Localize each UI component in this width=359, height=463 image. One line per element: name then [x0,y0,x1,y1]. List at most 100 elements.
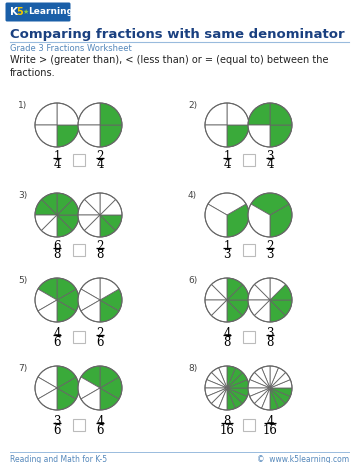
Wedge shape [270,380,292,388]
Wedge shape [227,103,249,125]
Wedge shape [205,380,227,388]
Text: 8: 8 [266,336,274,349]
Text: Learning: Learning [28,7,73,17]
Wedge shape [41,193,57,215]
Wedge shape [38,278,57,300]
Text: 6: 6 [96,336,104,349]
Wedge shape [227,388,247,404]
Text: 16: 16 [262,424,278,437]
Text: 5: 5 [17,7,23,17]
Text: 6: 6 [53,424,61,437]
Wedge shape [100,200,122,215]
Text: 1: 1 [53,150,61,163]
Wedge shape [270,388,285,408]
Wedge shape [270,103,292,125]
Wedge shape [100,388,119,410]
Wedge shape [35,377,57,399]
Wedge shape [262,366,270,388]
Wedge shape [270,368,285,388]
Wedge shape [57,200,79,215]
Text: 4: 4 [223,327,231,340]
Wedge shape [227,366,236,388]
Text: 6: 6 [53,240,61,253]
Wedge shape [41,215,57,237]
Wedge shape [227,278,243,300]
Text: 1: 1 [223,240,231,253]
Wedge shape [38,366,57,388]
Text: 6): 6) [188,276,197,285]
Bar [243,154,255,166]
Wedge shape [35,200,57,215]
Text: 5): 5) [18,276,27,285]
Wedge shape [248,380,270,388]
Text: 3: 3 [266,150,274,163]
Text: 3): 3) [18,191,27,200]
Text: 4: 4 [96,158,104,171]
Text: 2: 2 [96,240,104,253]
Text: Write > (greater than), < (less than) or = (equal to) between the
fractions.: Write > (greater than), < (less than) or… [10,55,328,78]
Wedge shape [211,368,227,388]
Text: 3: 3 [223,249,231,262]
Wedge shape [248,125,270,147]
Wedge shape [57,300,76,322]
Wedge shape [227,368,243,388]
Wedge shape [227,372,247,388]
Wedge shape [270,366,279,388]
Bar [243,419,255,431]
Wedge shape [227,388,249,396]
Text: K: K [10,7,18,17]
Wedge shape [270,300,285,322]
Text: 6: 6 [53,336,61,349]
Wedge shape [251,193,289,215]
Wedge shape [78,200,100,215]
Wedge shape [248,204,270,237]
Wedge shape [100,215,116,237]
Wedge shape [270,204,292,237]
Wedge shape [270,388,292,396]
Wedge shape [211,278,227,300]
Wedge shape [270,300,292,316]
Wedge shape [78,377,100,399]
Wedge shape [57,366,76,388]
Wedge shape [78,103,100,125]
Text: ©  www.k5learning.com: © www.k5learning.com [257,455,349,463]
Wedge shape [57,377,79,399]
Text: 1: 1 [223,150,231,163]
Wedge shape [250,388,270,404]
Text: 7): 7) [18,364,27,373]
Wedge shape [57,215,79,231]
Wedge shape [219,388,227,410]
Wedge shape [78,215,100,231]
Wedge shape [205,300,227,316]
Bar [73,331,85,343]
Wedge shape [84,193,100,215]
Wedge shape [57,278,76,300]
Text: 2: 2 [266,240,274,253]
Wedge shape [255,278,270,300]
Text: 2: 2 [96,150,104,163]
Text: 8): 8) [188,364,197,373]
Text: 16: 16 [220,424,234,437]
Wedge shape [205,103,227,125]
Text: 3: 3 [266,249,274,262]
Wedge shape [227,204,249,237]
Text: 4: 4 [223,158,231,171]
Wedge shape [100,300,119,322]
Text: 4: 4 [53,158,61,171]
Text: 3: 3 [266,327,274,340]
Wedge shape [78,289,100,311]
Wedge shape [100,103,122,125]
Wedge shape [270,372,290,388]
Wedge shape [35,289,57,311]
Bar [73,244,85,256]
Wedge shape [100,215,122,231]
Wedge shape [38,300,57,322]
Wedge shape [205,125,227,147]
Text: 8: 8 [223,415,231,428]
Text: 4: 4 [96,415,104,428]
Text: 8: 8 [223,336,231,349]
Text: 6: 6 [96,424,104,437]
Wedge shape [227,300,243,322]
Text: Reading and Math for K-5: Reading and Math for K-5 [10,455,107,463]
Wedge shape [100,289,122,311]
